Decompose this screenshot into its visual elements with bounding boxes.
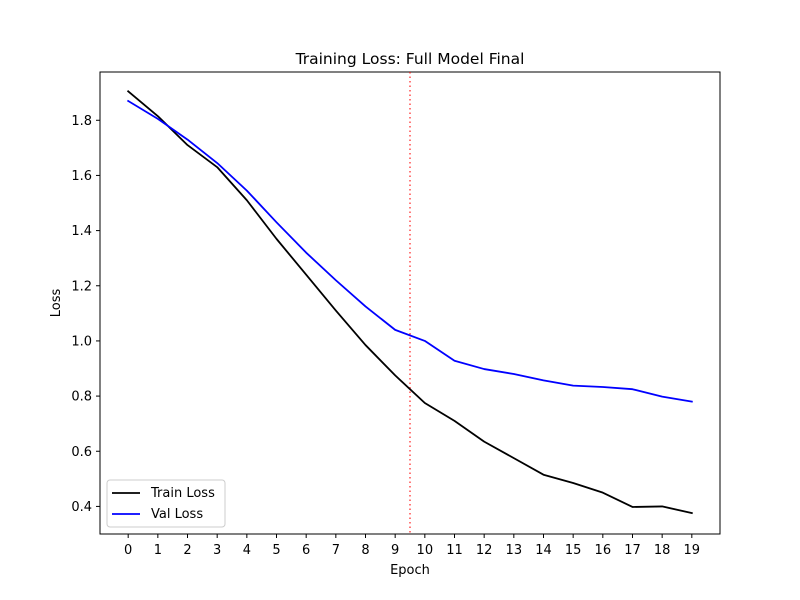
val-loss-line [126, 99, 693, 403]
legend: Train Loss Val Loss [106, 479, 226, 528]
y-tick-label: 0.8 [71, 390, 92, 405]
x-tick-label: 14 [535, 543, 552, 558]
y-tick-label: 1.0 [71, 334, 92, 349]
y-tick-label: 0.4 [71, 500, 92, 515]
y-tick-label: 1.6 [71, 169, 92, 184]
y-tick-label: 0.6 [71, 445, 92, 460]
legend-box [106, 479, 226, 528]
x-tick-label: 10 [417, 543, 434, 558]
x-tick-label: 18 [654, 543, 671, 558]
legend-label-val: Val Loss [151, 507, 203, 522]
x-tick-label: 11 [446, 543, 463, 558]
y-tick-label: 1.8 [71, 114, 92, 129]
x-tick-label: 12 [476, 543, 493, 558]
series-layer [126, 90, 693, 515]
x-tick-label: 2 [183, 543, 191, 558]
x-tick-label: 4 [243, 543, 251, 558]
x-tick-label: 17 [624, 543, 641, 558]
y-axis-label: Loss [49, 289, 64, 318]
x-tick-label: 0 [124, 543, 132, 558]
x-tick-label: 1 [154, 543, 162, 558]
x-tick-label: 5 [272, 543, 280, 558]
x-tick-label: 15 [565, 543, 582, 558]
x-tick-label: 8 [361, 543, 369, 558]
x-tick-label: 6 [302, 543, 310, 558]
x-tick-label: 19 [684, 543, 701, 558]
y-axis-ticks: 0.4 0.6 0.8 1.0 1.2 1.4 1.6 1.8 [71, 114, 100, 515]
train-loss-line [126, 90, 693, 515]
y-tick-label: 1.2 [71, 279, 92, 294]
x-tick-label: 13 [506, 543, 523, 558]
chart-title: Training Loss: Full Model Final [295, 50, 525, 68]
x-axis-ticks: 0 1 2 3 4 5 6 7 8 9 10 11 12 13 14 15 16 17 18 19 [124, 534, 700, 558]
x-tick-label: 9 [391, 543, 399, 558]
x-axis-label: Epoch [390, 563, 430, 578]
legend-label-train: Train Loss [150, 486, 215, 501]
x-tick-label: 16 [595, 543, 612, 558]
x-tick-label: 3 [213, 543, 221, 558]
y-tick-label: 1.4 [71, 224, 92, 239]
x-tick-label: 7 [332, 543, 340, 558]
